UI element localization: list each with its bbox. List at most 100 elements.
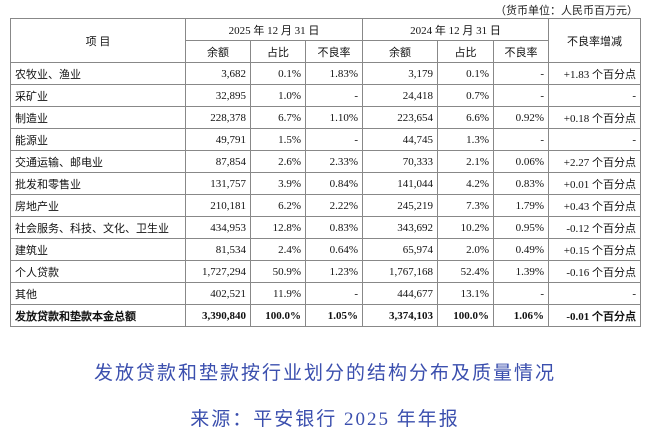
cell: 2.22% xyxy=(305,194,363,217)
row-label: 社会服务、科技、文化、卫生业 xyxy=(10,216,186,239)
cell: - xyxy=(493,282,549,305)
cell: 223,654 xyxy=(362,106,438,129)
cell: -0.01 个百分点 xyxy=(548,304,641,327)
table-row: 房地产业 210,181 6.2% 2.22% 245,219 7.3% 1.79% +0.4… xyxy=(10,194,641,217)
subheader-row: 余额 占比 不良率 余额 占比 不良率 xyxy=(11,40,641,63)
table-body: 农牧业、渔业 3,682 0.1% 1.83% 3,179 0.1% - +1.83 个百分点… xyxy=(10,62,641,327)
subheader-cell: 余额 xyxy=(362,40,438,63)
cell: 0.7% xyxy=(437,84,494,107)
cell: 2.1% xyxy=(437,150,494,173)
loan-table: 项 目 2025 年 12 月 31 日 2024 年 12 月 31 日 不良… xyxy=(10,18,641,327)
table-row: 采矿业 32,895 1.0% -24,418 0.7% - - xyxy=(10,84,641,107)
row-label: 制造业 xyxy=(10,106,186,129)
row-label: 采矿业 xyxy=(10,84,186,107)
table-row: 交通运输、邮电业 87,854 2.6% 2.33% 70,333 2.1% 0.06% +2… xyxy=(10,150,641,173)
cell: 0.06% xyxy=(493,150,549,173)
cell: 0.83% xyxy=(493,172,549,195)
cell: 49,791 xyxy=(185,128,251,151)
subheader-cell: 余额 xyxy=(185,40,251,63)
cell: 1.23% xyxy=(305,260,363,283)
cell: 228,378 xyxy=(185,106,251,129)
cell: 12.8% xyxy=(250,216,306,239)
cell: - xyxy=(305,84,363,107)
row-label: 能源业 xyxy=(10,128,186,151)
cell: 2.6% xyxy=(250,150,306,173)
cell: 0.1% xyxy=(437,62,494,85)
cell: 1,767,168 xyxy=(362,260,438,283)
cell: 13.1% xyxy=(437,282,494,305)
cell: 10.2% xyxy=(437,216,494,239)
row-label: 发放贷款和垫款本金总额 xyxy=(10,304,186,327)
cell: 1.05% xyxy=(305,304,363,327)
row-label: 其他 xyxy=(10,282,186,305)
table-row: 能源业 49,791 1.5% -44,745 1.3% - - xyxy=(10,128,641,151)
cell: 6.2% xyxy=(250,194,306,217)
header-cell: 2024 年 12 月 31 日 xyxy=(362,18,549,41)
cell: 70,333 xyxy=(362,150,438,173)
cell: - xyxy=(548,282,641,305)
cell: 0.49% xyxy=(493,238,549,261)
cell: 24,418 xyxy=(362,84,438,107)
cell: 1.83% xyxy=(305,62,363,85)
cell: - xyxy=(548,84,641,107)
cell: 4.2% xyxy=(437,172,494,195)
subheader-cell: 不良率 xyxy=(305,40,363,63)
subheader-cell: 不良率 xyxy=(493,40,549,63)
cell: 100.0% xyxy=(250,304,306,327)
cell: +2.27 个百分点 xyxy=(548,150,641,173)
cell: 6.6% xyxy=(437,106,494,129)
cell: -0.16 个百分点 xyxy=(548,260,641,283)
cell: +1.83 个百分点 xyxy=(548,62,641,85)
cell: 50.9% xyxy=(250,260,306,283)
cell: 0.95% xyxy=(493,216,549,239)
cell: 1.39% xyxy=(493,260,549,283)
cell: -0.12 个百分点 xyxy=(548,216,641,239)
cell: 3,179 xyxy=(362,62,438,85)
cell: 3.9% xyxy=(250,172,306,195)
cell: 131,757 xyxy=(185,172,251,195)
row-label: 房地产业 xyxy=(10,194,186,217)
row-label: 个人贷款 xyxy=(10,260,186,283)
cell: 1.0% xyxy=(250,84,306,107)
table-row: 农牧业、渔业 3,682 0.1% 1.83% 3,179 0.1% - +1.83 个百分点 xyxy=(10,62,641,85)
cell: 32,895 xyxy=(185,84,251,107)
row-label: 建筑业 xyxy=(10,238,186,261)
cell: 100.0% xyxy=(437,304,494,327)
row-label: 农牧业、渔业 xyxy=(10,62,186,85)
cell: 3,374,103 xyxy=(362,304,438,327)
cell: 2.33% xyxy=(305,150,363,173)
cell: - xyxy=(305,128,363,151)
table-row: 建筑业 81,534 2.4% 0.64% 65,974 2.0% 0.49% +0.15 个… xyxy=(10,238,641,261)
cell: 52.4% xyxy=(437,260,494,283)
header-row: 项 目 2025 年 12 月 31 日 2024 年 12 月 31 日 不良… xyxy=(10,18,641,63)
cell: 3,390,840 xyxy=(185,304,251,327)
header-cell: 2025 年 12 月 31 日 xyxy=(185,18,363,41)
header-cell: 不良率增减 xyxy=(548,18,641,63)
cell: 2.4% xyxy=(250,238,306,261)
cell: 0.64% xyxy=(305,238,363,261)
table-row: 制造业 228,378 6.7% 1.10% 223,654 6.6% 0.92% +0.18… xyxy=(10,106,641,129)
table-row: 批发和零售业 131,757 3.9% 0.84% 141,044 4.2% 0.83% +0… xyxy=(10,172,641,195)
cell: 7.3% xyxy=(437,194,494,217)
row-label: 批发和零售业 xyxy=(10,172,186,195)
cell: 245,219 xyxy=(362,194,438,217)
cell: 65,974 xyxy=(362,238,438,261)
cell: 0.92% xyxy=(493,106,549,129)
cell: 1.79% xyxy=(493,194,549,217)
cell: 44,745 xyxy=(362,128,438,151)
cell: 11.9% xyxy=(250,282,306,305)
cell: 2.0% xyxy=(437,238,494,261)
cell: 141,044 xyxy=(362,172,438,195)
caption: 发放贷款和垫款按行业划分的结构分布及质量情况 xyxy=(93,363,556,384)
row-label: 交通运输、邮电业 xyxy=(10,150,186,173)
cell: 1.06% xyxy=(493,304,549,327)
cell: 444,677 xyxy=(362,282,438,305)
cell: - xyxy=(493,128,549,151)
cell: 434,953 xyxy=(185,216,251,239)
cell: 87,854 xyxy=(185,150,251,173)
subheader-cell: 占比 xyxy=(437,40,494,63)
cell: - xyxy=(548,128,641,151)
table-row: 发放贷款和垫款本金总额 3,390,840 100.0% 1.05% 3,374,103… xyxy=(10,304,641,327)
cell: 0.84% xyxy=(305,172,363,195)
cell: 210,181 xyxy=(185,194,251,217)
